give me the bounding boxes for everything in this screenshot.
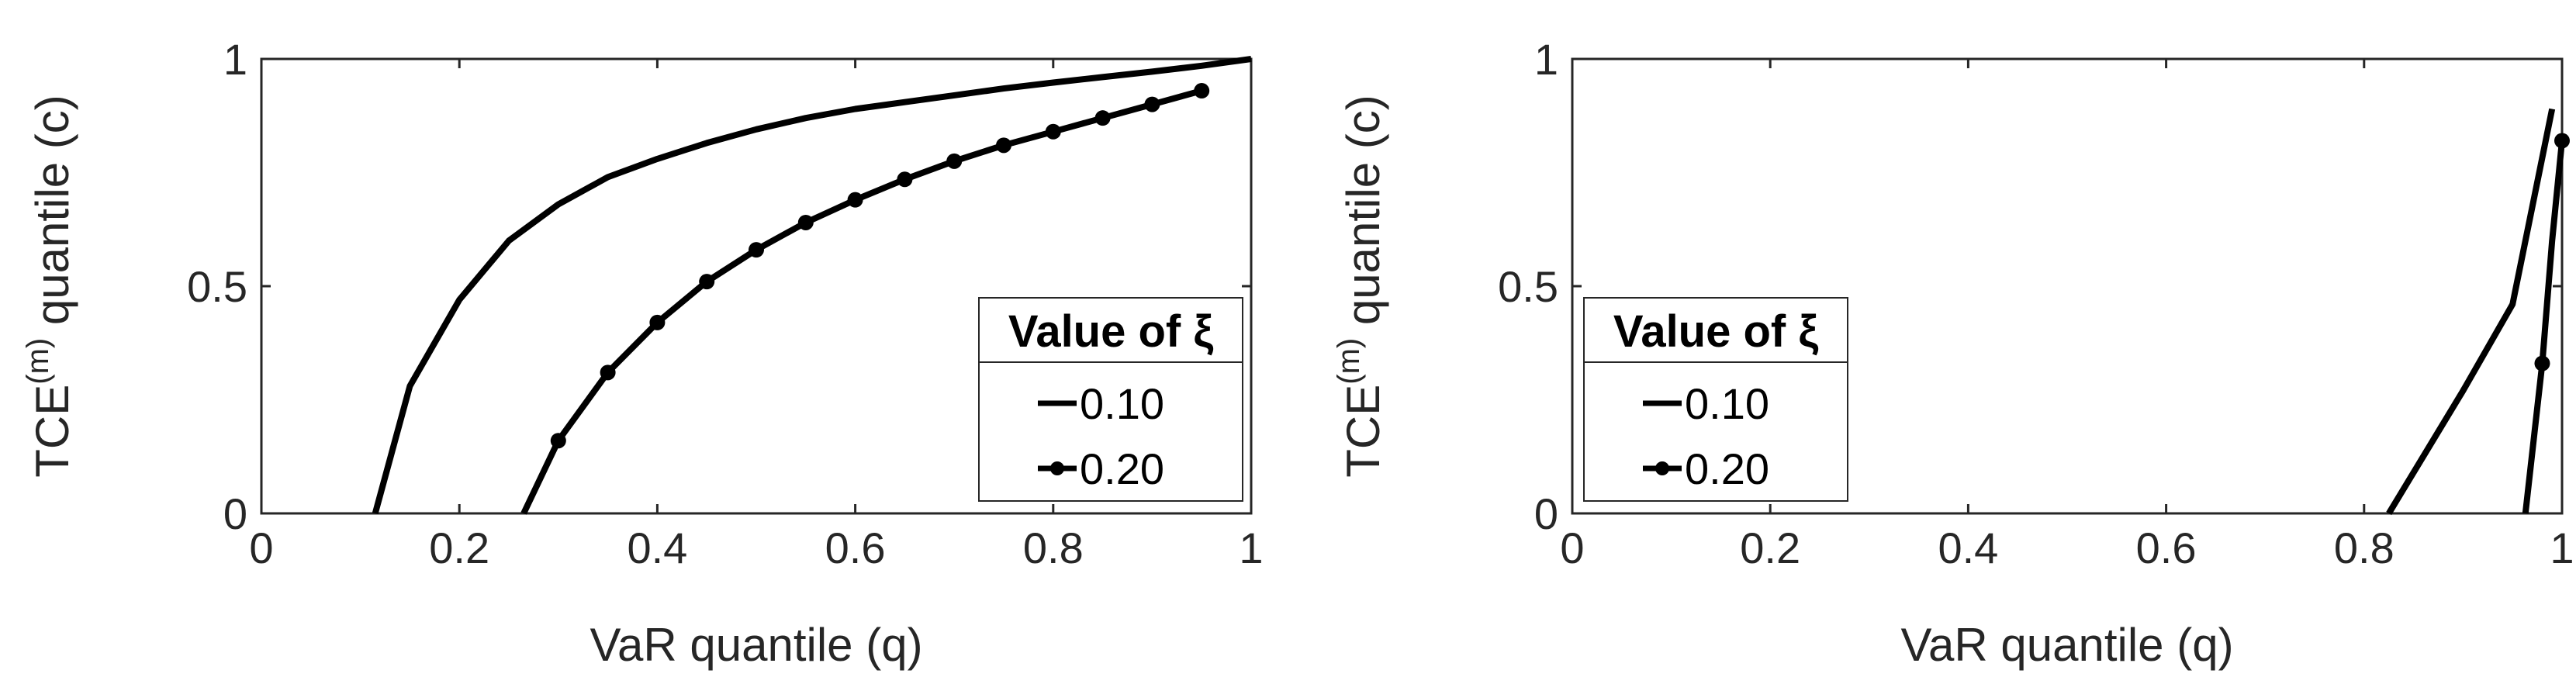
left-legend-label-1: 0.20: [1080, 444, 1164, 493]
left-series-point-0.20: [847, 192, 863, 208]
left-x-axis-label: VaR quantile (q): [590, 619, 922, 671]
right-x-tick-label: 0.6: [2136, 523, 2197, 572]
right-legend-label-1: 0.20: [1685, 444, 1769, 493]
right-y-tick-label: 0: [1534, 489, 1558, 538]
right-ticks: 0 0.2 0.4 0.6 0.8 1 0 0.5 1: [1498, 35, 2574, 572]
left-series-point-0.20: [797, 214, 814, 230]
left-series-group: [372, 56, 1252, 515]
left-legend-title: Value of ξ: [1008, 306, 1214, 357]
right-series-point-0.20: [2534, 355, 2550, 371]
right-y-tick-label: 1: [1534, 35, 1558, 84]
left-series-point-0.20: [749, 242, 764, 258]
left-chart-panel: 0 0.2 0.4 0.6 0.8 1 0 0.5 1 VaR quantile (q) TCE…: [21, 35, 1264, 671]
right-y-tick-label: 0.5: [1498, 262, 1558, 311]
left-series-point-0.20: [699, 274, 715, 290]
left-series-point-0.20: [1194, 83, 1210, 99]
right-y-axis-label-prefix: TCE: [1337, 385, 1389, 478]
left-legend-marker-swatch-1: [1050, 461, 1064, 475]
left-y-tick-label: 0: [223, 489, 247, 538]
right-chart-panel: 0 0.2 0.4 0.6 0.8 1 0 0.5 1 VaR quantile (q) TCE…: [1332, 35, 2574, 671]
left-series-point-0.20: [649, 314, 666, 330]
left-series-point-0.20: [897, 171, 913, 188]
left-x-tick-label: 1: [1239, 523, 1263, 572]
right-legend-box: [1583, 297, 1848, 502]
right-x-tick-label: 0.4: [1938, 523, 1998, 572]
left-series-point-0.20: [600, 364, 616, 381]
left-x-tick-label: 0.8: [1023, 523, 1084, 572]
left-y-axis-label-superscript: (m): [21, 338, 55, 385]
right-y-axis-label-suffix: quantile (c): [1337, 95, 1389, 337]
left-x-tick-label: 0: [249, 523, 273, 572]
left-series-point-0.20: [550, 433, 566, 449]
right-series-point-0.20: [2554, 133, 2570, 149]
right-series-line-0.10: [2386, 108, 2556, 516]
right-legend-marker-swatch-1: [1655, 461, 1669, 475]
right-y-axis-label-superscript: (m): [1332, 338, 1366, 385]
right-x-tick-label: 1: [2550, 523, 2574, 572]
left-legend-box: [978, 297, 1243, 502]
left-y-tick-label: 0.5: [187, 262, 247, 311]
right-x-tick-label: 0.8: [2334, 523, 2394, 572]
right-x-tick-label: 0.2: [1740, 523, 1800, 572]
left-series-point-0.20: [1045, 123, 1061, 140]
left-y-axis-label-suffix: quantile (c): [26, 95, 78, 337]
right-x-axis-label: VaR quantile (q): [1900, 619, 2233, 671]
right-y-axis-label: TCE(m) quantile (c): [1332, 95, 1389, 477]
right-series-group: [2386, 108, 2570, 516]
right-legend-title: Value of ξ: [1613, 306, 1819, 357]
left-y-tick-label: 1: [223, 35, 247, 84]
left-x-tick-label: 0.2: [429, 523, 489, 572]
right-legend-label-0: 0.10: [1685, 379, 1769, 428]
left-series-point-0.20: [1144, 96, 1160, 112]
left-y-axis-label: TCE(m) quantile (c): [21, 95, 78, 477]
left-x-tick-label: 0.6: [825, 523, 886, 572]
left-y-axis-label-prefix: TCE: [26, 385, 78, 478]
left-x-tick-label: 0.4: [627, 523, 687, 572]
left-series-point-0.20: [1094, 110, 1111, 126]
left-series-point-0.20: [946, 153, 963, 169]
left-series-point-0.20: [996, 137, 1011, 154]
left-series-line-0.10: [372, 56, 1252, 515]
right-legend: Value of ξ 0.10 0.20: [1583, 297, 1848, 502]
left-ticks: 0 0.2 0.4 0.6 0.8 1 0 0.5 1: [187, 35, 1263, 572]
left-legend-label-0: 0.10: [1080, 379, 1164, 428]
left-legend: Value of ξ 0.10 0.20: [978, 297, 1243, 502]
right-x-tick-label: 0: [1560, 523, 1584, 572]
right-series-line-0.20: [2522, 140, 2565, 514]
